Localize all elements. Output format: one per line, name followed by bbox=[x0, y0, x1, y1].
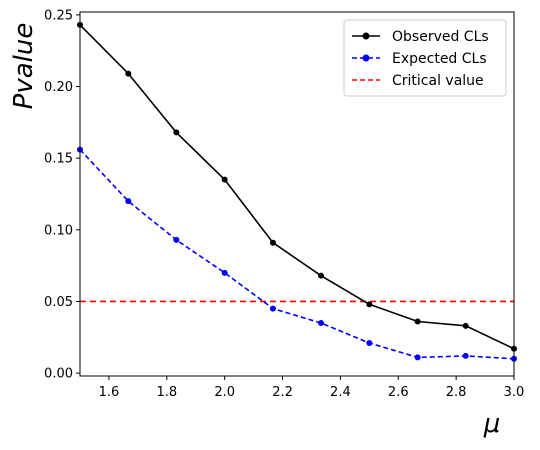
x-tick-label: 2.6 bbox=[388, 385, 409, 400]
expected-cls-point bbox=[318, 319, 325, 326]
observed-cls-point bbox=[366, 301, 373, 308]
expected-cls-point bbox=[462, 352, 469, 359]
expected-cls-point bbox=[414, 354, 421, 361]
observed-cls-point bbox=[269, 239, 276, 246]
y-tick-label: 0.20 bbox=[44, 80, 73, 95]
legend-marker-expected-cls bbox=[362, 54, 370, 62]
observed-cls-point bbox=[125, 70, 132, 77]
x-tick-label: 2.2 bbox=[272, 385, 293, 400]
observed-cls-line bbox=[79, 24, 515, 350]
expected-cls-point bbox=[173, 236, 180, 243]
expected-cls-point bbox=[269, 305, 276, 312]
legend-marker-observed-cls bbox=[362, 32, 370, 40]
y-tick-label: 0.15 bbox=[44, 152, 73, 167]
legend-label-observed-cls: Observed CLs bbox=[392, 29, 489, 45]
x-tick-label: 2.4 bbox=[330, 385, 351, 400]
y-tick-label: 0.05 bbox=[44, 295, 73, 310]
expected-cls-line bbox=[79, 149, 515, 360]
x-tick-label: 2.0 bbox=[214, 385, 235, 400]
y-tick-label: 0.00 bbox=[44, 367, 73, 382]
x-tick-label: 2.8 bbox=[446, 385, 467, 400]
expected-cls-point bbox=[125, 198, 132, 205]
observed-cls-point bbox=[462, 322, 469, 329]
legend-label-critical-value: Critical value bbox=[392, 73, 484, 89]
observed-cls-point bbox=[318, 272, 325, 279]
plot-area bbox=[77, 21, 517, 362]
x-tick-label: 1.6 bbox=[99, 385, 120, 400]
expected-cls-point bbox=[221, 269, 228, 276]
plot-frame bbox=[79, 11, 515, 377]
legend: Observed CLs Expected CLs Critical value bbox=[343, 19, 507, 97]
observed-cls-point bbox=[414, 318, 421, 325]
y-tick-label: 0.10 bbox=[44, 223, 73, 238]
expected-cls-point bbox=[366, 340, 373, 347]
observed-cls-point bbox=[173, 129, 180, 136]
x-axis-label: μ bbox=[483, 409, 501, 439]
y-tick-label: 0.25 bbox=[44, 8, 73, 23]
legend-box bbox=[343, 19, 507, 97]
x-tick-label: 3.0 bbox=[504, 385, 525, 400]
observed-cls-point bbox=[221, 176, 228, 183]
legend-label-expected-cls: Expected CLs bbox=[392, 51, 487, 67]
y-axis-label: Pvalue bbox=[9, 23, 39, 110]
axis-ticks: 1.6 1.8 2.0 2.2 2.4 2.6 2.8 3.0 0.00 0.05 0.10 0.15… bbox=[44, 8, 524, 400]
x-tick-label: 1.8 bbox=[156, 385, 177, 400]
